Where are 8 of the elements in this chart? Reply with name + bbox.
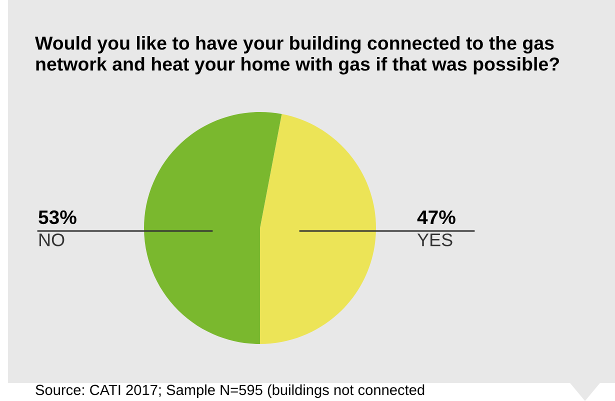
chart-title: Would you like to have your building connected to the gas network and heat your home with gas if that was possible? <box>35 36 560 75</box>
slice-label: YES <box>417 233 452 246</box>
data-label: 47% <box>417 210 456 224</box>
source-note: Source: CATI 2017; Sample N=595 (buildings not connected <box>36 384 424 398</box>
pie-slice <box>260 114 376 344</box>
slice-label: NO <box>39 233 64 246</box>
data-label: 53% <box>38 210 76 224</box>
pie-slice <box>144 112 282 344</box>
